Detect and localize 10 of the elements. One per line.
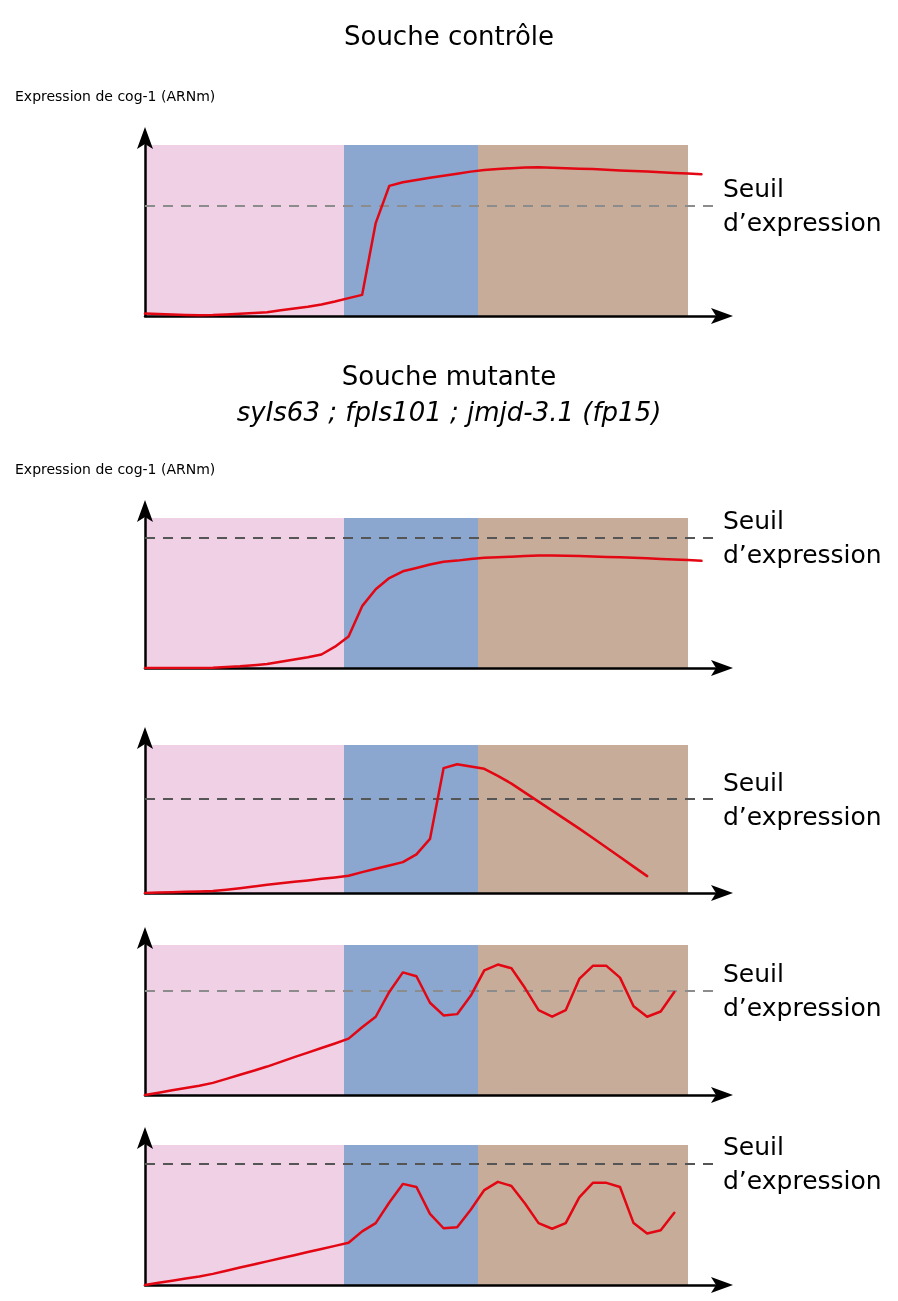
chart-subtitle: syIs63 ; fpIs101 ; jmjd-3.1 (fp15) [236, 397, 662, 427]
ref-line-label: Seuil d’expression [723, 1131, 882, 1195]
ref-line-label: Seuil d’expression [723, 959, 882, 1023]
chart-title: Souche mutante [341, 361, 557, 391]
y-axis-title: Expression de cog-1 (ARNm) [15, 88, 216, 104]
y-axis-title: Expression de cog-1 (ARNm) [15, 461, 216, 477]
ref-line-label: Seuil d’expression [723, 174, 882, 238]
ref-line-label: Seuil d’expression [723, 506, 882, 570]
chart-title: Souche contrôle [343, 21, 555, 51]
ref-line-label: Seuil d’expression [723, 767, 882, 831]
